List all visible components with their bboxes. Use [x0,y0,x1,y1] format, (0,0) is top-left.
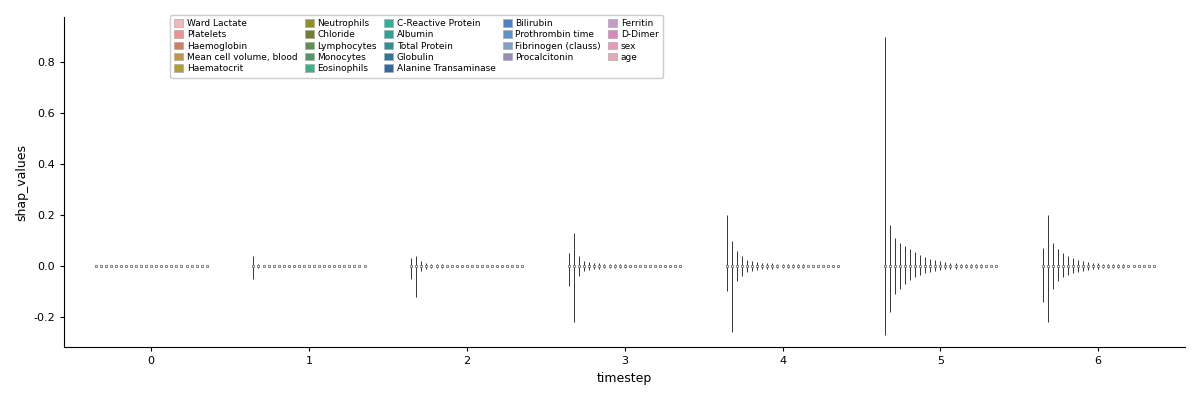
X-axis label: timestep: timestep [598,372,653,385]
Legend: Ward Lactate, Platelets, Haemoglobin, Mean cell volume, blood, Haematocrit, Neut: Ward Lactate, Platelets, Haemoglobin, Me… [169,14,664,78]
Y-axis label: shap_values: shap_values [14,144,28,220]
